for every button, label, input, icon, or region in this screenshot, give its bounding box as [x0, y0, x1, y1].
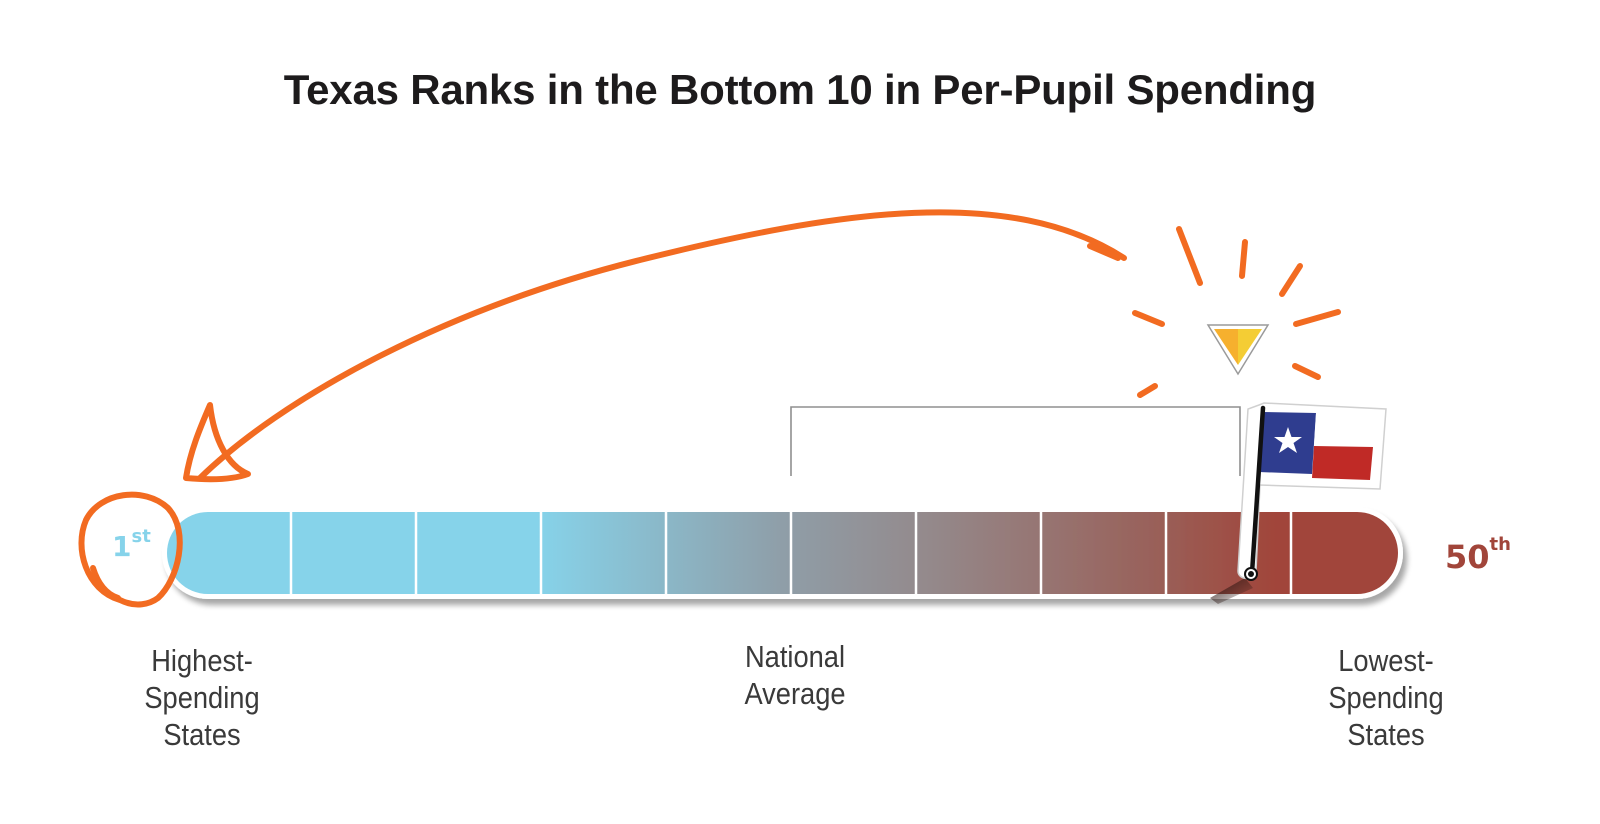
rank-last-label: 50th	[1445, 534, 1511, 576]
highlight-burst-icon	[1087, 226, 1341, 398]
curved-arrow-icon	[183, 209, 1127, 483]
segment-dividers	[289, 512, 1293, 594]
texas-flag-icon	[1237, 402, 1387, 581]
chart-title: Texas Ranks in the Bottom 10 in Per-Pupi…	[283, 66, 1317, 113]
highest-spending-label: Highest- Spending States	[144, 643, 260, 752]
first-rank-circle-icon	[78, 491, 183, 608]
spending-bar	[162, 507, 1403, 599]
flag-shadow	[1210, 578, 1253, 604]
national-average-label: National Average	[744, 639, 846, 711]
yellow-triangle-icon	[1206, 324, 1270, 376]
lowest-spending-label: Lowest- Spending States	[1328, 643, 1444, 752]
national-average-bracket	[790, 406, 1241, 476]
rank-first-label: 1st	[112, 526, 151, 563]
